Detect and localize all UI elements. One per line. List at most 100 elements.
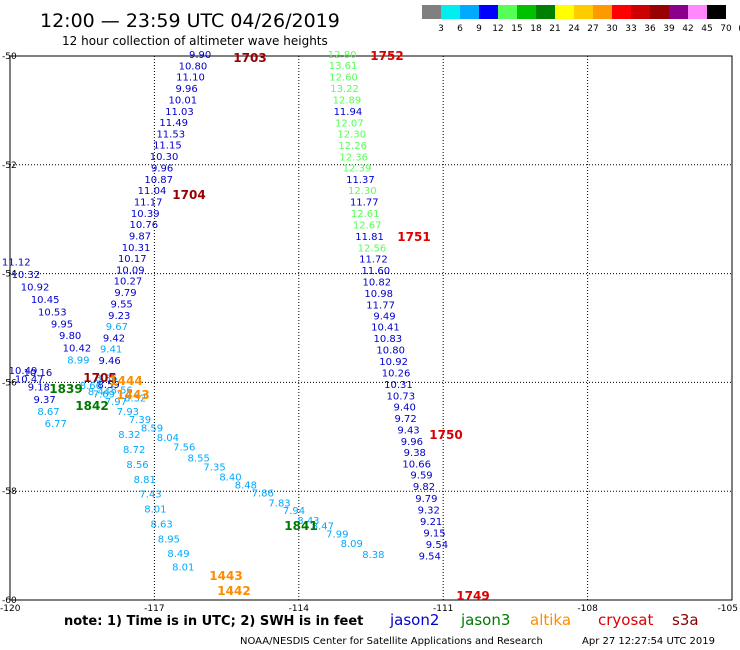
- wave-height-value: 9.43: [397, 426, 419, 437]
- wave-height-value: 9.55: [111, 299, 133, 310]
- colorbar-swatch: [422, 5, 441, 19]
- pass-time-label: 1752: [370, 49, 403, 63]
- wave-height-value: 8.86: [95, 373, 117, 384]
- wave-height-value: 10.66: [402, 459, 431, 470]
- latitude-label: -50: [2, 52, 17, 62]
- wave-height-value: 8.55: [188, 453, 210, 464]
- longitude-label: -120: [0, 604, 21, 614]
- colorbar-swatch: [517, 5, 536, 19]
- wave-height-value: 11.15: [153, 140, 182, 151]
- colorbar-label: 12: [492, 24, 503, 34]
- colorbar-swatch: [536, 5, 555, 19]
- wave-height-value: 8.01: [172, 563, 194, 574]
- lat-lon-grid: [10, 56, 732, 600]
- wave-height-value: 12.61: [351, 209, 380, 220]
- wave-height-value: 9.42: [103, 334, 125, 345]
- wave-height-value: 10.16: [24, 368, 53, 379]
- wave-height-value: 10.39: [131, 209, 160, 220]
- longitude-label: -111: [433, 604, 453, 614]
- wave-height-value: 11.37: [346, 175, 375, 186]
- wave-height-value: 7.94: [283, 506, 305, 517]
- wave-height-value: 8.63: [150, 520, 172, 531]
- wave-height-value: 8.47: [312, 521, 334, 532]
- axis-labels: -50 -52 -54 -56 -58 -60-120 -117 -114 -111 -108 -1…: [0, 52, 738, 614]
- wave-height-value: 12.89: [333, 95, 362, 106]
- wave-height-value: 9.59: [410, 471, 432, 482]
- pass-time-label: 1443: [209, 569, 242, 583]
- wave-height-value: 11.77: [366, 300, 395, 311]
- wave-height-value: 13.61: [329, 61, 358, 72]
- wave-height-value: 9.72: [395, 414, 417, 425]
- pass-time-label: 1750: [429, 428, 462, 442]
- wave-height-value: 9.80: [59, 331, 81, 342]
- wave-height-value: 10.80: [376, 346, 405, 357]
- wave-height-value: 9.40: [394, 403, 416, 414]
- colorbar-label: 24: [568, 24, 580, 34]
- wave-height-value: 10.31: [384, 380, 413, 391]
- wave-height-value: 8.44: [88, 387, 110, 398]
- wave-height-value: 10.09: [116, 266, 145, 277]
- wave-height-value: 12.56: [358, 243, 387, 254]
- wave-height-value: 10.80: [179, 62, 208, 73]
- satellite-legend-s3a: s3a: [672, 611, 699, 629]
- colorbar-swatch: [460, 5, 479, 19]
- wave-height-value: 11.72: [359, 255, 388, 266]
- colorbar-swatch: [479, 5, 498, 19]
- wave-height-value: 10.26: [382, 368, 411, 379]
- wave-height-value: 7.97: [105, 397, 127, 408]
- wave-height-value: 9.90: [189, 50, 211, 61]
- colorbar-swatch: [555, 5, 574, 19]
- wave-height-value: 10.47: [15, 374, 44, 385]
- colorbar-swatch: [707, 5, 726, 19]
- wave-height-value: 12.30: [337, 130, 366, 141]
- wave-height-value: 8.81: [134, 475, 156, 486]
- wave-height-value: 7.39: [129, 415, 151, 426]
- colorbar-label: 33: [625, 24, 636, 34]
- wave-height-value: 9.37: [34, 395, 56, 406]
- wave-height-value: 7.93: [117, 407, 139, 418]
- wave-height-value: 12.39: [343, 163, 372, 174]
- wave-height-value: 8.48: [235, 480, 257, 491]
- satellite-legend-cryosat: cryosat: [598, 611, 653, 629]
- wave-height-value: 8.38: [362, 550, 384, 561]
- colorbar-swatch: [441, 5, 460, 19]
- satellite-legend-altika: altika: [530, 611, 571, 629]
- wave-height-value: 9.46: [99, 356, 121, 367]
- footer-center: NOAA/NESDIS Center for Satellite Applica…: [240, 636, 543, 647]
- wave-height-value: 9.54: [426, 540, 448, 551]
- wave-height-value: 11.17: [134, 198, 163, 209]
- longitude-label: -108: [577, 604, 598, 614]
- wave-height-value: 8.49: [167, 549, 189, 560]
- wave-height-value: 12.36: [339, 152, 368, 163]
- wave-height-value: 7.43: [139, 490, 161, 501]
- wave-height-value: 8.40: [219, 472, 241, 483]
- latitude-label: -58: [2, 487, 17, 497]
- latitude-label: -54: [2, 270, 17, 280]
- wave-height-value: 11.04: [138, 186, 167, 197]
- wave-height-value: 7.99: [326, 529, 348, 540]
- wave-height-value: 9.54: [419, 552, 441, 563]
- wave-height-value: 12.60: [329, 72, 358, 83]
- wave-height-value: 8.99: [67, 355, 89, 366]
- wave-height-value: 8.56: [111, 385, 133, 396]
- wave-height-value: 9.23: [108, 311, 130, 322]
- wave-height-value: 8.09: [341, 539, 363, 550]
- note-text: note: 1) Time is in UTC; 2) SWH is in fe…: [64, 614, 363, 629]
- colorbar-swatch: [612, 5, 631, 19]
- colorbar-label: 27: [587, 24, 598, 34]
- wave-height-value: 7.56: [173, 442, 195, 453]
- wave-height-value: 10.98: [364, 289, 393, 300]
- wave-height-value: 11.60: [361, 266, 390, 277]
- pass-time-label: 1839: [49, 382, 82, 396]
- wave-height-value: 12.80: [328, 50, 357, 61]
- colorbar-swatch: [669, 5, 688, 19]
- latitude-label: -56: [2, 378, 17, 388]
- latitude-label: -60: [2, 596, 17, 606]
- wave-height-value: 10.41: [371, 323, 400, 334]
- colorbar-swatch: [631, 5, 650, 19]
- wave-height-value: 10.17: [118, 254, 147, 265]
- wave-height-value: 8.95: [158, 534, 180, 545]
- wave-height-value: 11.77: [350, 198, 379, 209]
- colorbar-swatch: [498, 5, 517, 19]
